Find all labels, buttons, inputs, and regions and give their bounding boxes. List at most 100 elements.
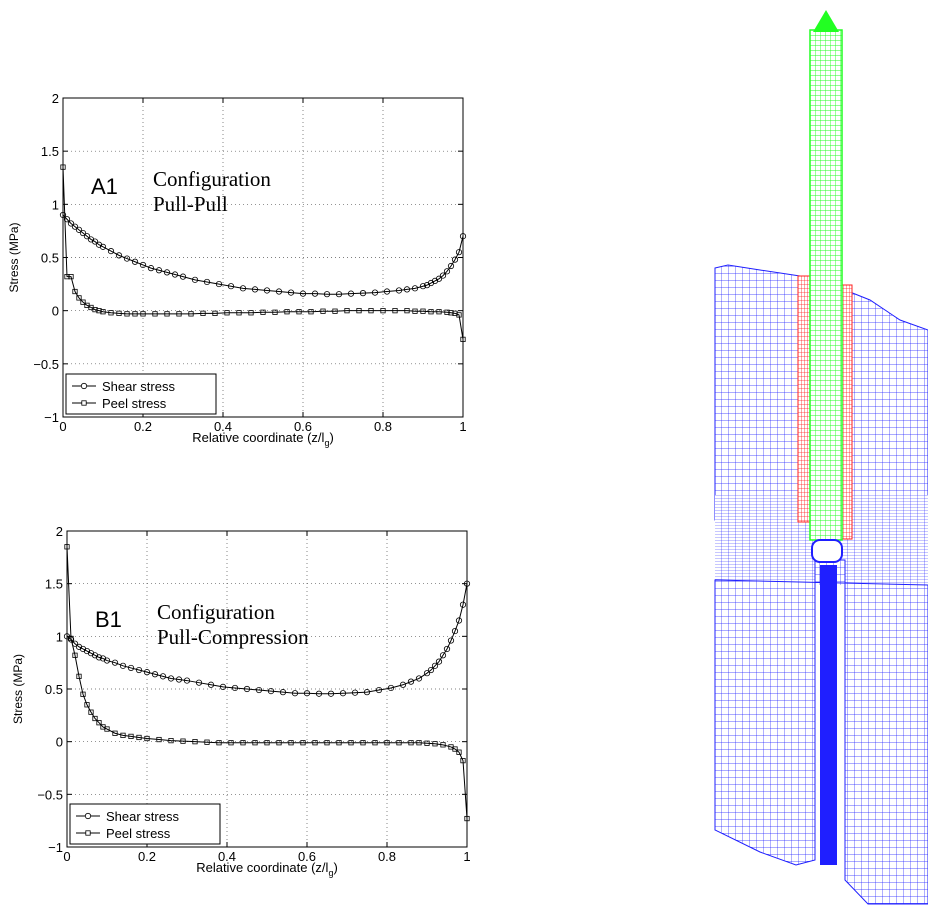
chart-b1-peel-stress-point xyxy=(240,740,246,746)
chart-b1-shear-stress-point xyxy=(443,645,451,653)
chart-b1-shear-stress-point xyxy=(119,662,127,669)
chart-b1-peel-stress-point xyxy=(180,738,186,744)
chart-a1-legend-shear-stress-marker xyxy=(80,382,88,390)
chart-b1-shear-stress-point xyxy=(143,669,151,676)
chart-a1-xlabel-main: Relative coordinate (z/l xyxy=(192,430,324,445)
chart-b1-shear-stress-point xyxy=(303,690,311,697)
chart-b1-peel-stress-point xyxy=(128,733,134,740)
chart-a1-ytick-label: −1 xyxy=(44,410,59,425)
chart-a1-peel-stress-point xyxy=(420,308,426,314)
chart-a1-peel-stress-point xyxy=(100,309,106,315)
chart-b1-shear-stress-point xyxy=(399,681,407,688)
chart-a1-shear-stress-point xyxy=(335,291,343,298)
chart-b1-peel-stress-point xyxy=(88,709,94,715)
chart-a1-shear-stress-point xyxy=(123,255,131,262)
chart-a1-annotation-line-2: Pull-Pull xyxy=(153,192,228,216)
chart-b1-shear-stress-point xyxy=(455,617,463,624)
chart-b1-shear-stress-point xyxy=(407,678,415,685)
chart-b1-legend-shear-stress-marker xyxy=(84,812,92,820)
chart-a1-peel-stress-line xyxy=(62,167,464,340)
chart-b1-shear-stress-point xyxy=(291,690,299,697)
chart-b1-series xyxy=(63,544,471,822)
chart-a1-peel-stress-point xyxy=(140,311,146,317)
chart-a1-shear-stress-point xyxy=(263,287,271,294)
chart-b1-peel-stress-point xyxy=(72,652,78,658)
chart-b1-shear-stress-point xyxy=(315,690,323,697)
chart-a1-series xyxy=(59,164,467,342)
chart-a1-shear-stress-point xyxy=(67,220,75,227)
chart-b1-xlabel: Relative coordinate (z/lg) xyxy=(196,860,338,878)
chart-b1-shear-stress-point xyxy=(219,683,227,690)
chart-a1-shear-stress-point xyxy=(395,287,403,294)
chart-a1-shear-stress-point xyxy=(251,286,259,293)
chart-a1-shear-stress-point xyxy=(239,285,247,292)
chart-b1-peel-stress-point xyxy=(64,544,70,550)
chart-b1-peel-stress-point xyxy=(104,726,110,732)
chart-b1-ytick-label: 1 xyxy=(56,629,63,644)
chart-b1-peel-stress-point xyxy=(84,702,90,708)
chart-a1-peel-stress-point xyxy=(368,308,374,314)
chart-b1-shear-stress-point xyxy=(459,601,467,608)
chart-b1-annotation-line-2: Pull-Compression xyxy=(157,625,309,649)
chart-b1-shear-stress-point xyxy=(435,658,443,665)
chart-a1-shear-stress-point xyxy=(455,249,463,256)
chart-a1-peel-stress-point xyxy=(64,274,70,280)
chart-a1-peel-stress-point xyxy=(248,310,254,316)
chart-b1-peel-stress-point xyxy=(120,732,126,738)
chart-a1-peel-stress-point xyxy=(308,309,314,315)
chart-b1-shear-stress-point xyxy=(439,652,447,659)
chart-b1-shear-stress-point xyxy=(279,689,287,696)
chart-b1-shear-stress-point xyxy=(327,690,335,697)
chart-b1-peel-stress-point xyxy=(348,740,354,746)
chart-a1-shear-stress-point xyxy=(191,276,199,283)
chart-a1-ytick-label: 0.5 xyxy=(41,251,59,266)
chart-b1-peel-stress-point xyxy=(440,742,446,748)
chart-a1-shear-stress-point xyxy=(383,288,391,295)
chart-b1-legend-shear-stress-label: Shear stress xyxy=(106,809,179,824)
mesh-hole-shaft xyxy=(820,565,837,865)
chart-a1-legend-box xyxy=(65,373,217,415)
chart-b1-shear-stress-point xyxy=(183,677,191,684)
chart-b1-xtick-label: 1 xyxy=(463,849,470,864)
chart-a1-peel-stress-point xyxy=(356,308,362,314)
chart-a1-peel-stress-point xyxy=(436,309,442,315)
chart-a1-peel-stress-point xyxy=(76,295,82,301)
chart-b1-peel-stress-point xyxy=(228,740,234,746)
chart-b1-shear-stress-point xyxy=(167,675,175,682)
chart-b1-ytick-label: −0.5 xyxy=(37,787,63,802)
chart-b1-peel-stress-point xyxy=(144,735,150,742)
chart-a1-peel-stress-point xyxy=(456,312,462,318)
chart-b1-ylabel: Stress (MPa) xyxy=(11,654,25,724)
chart-b1-shear-stress-point xyxy=(243,685,251,693)
chart-a1-grid xyxy=(63,98,463,417)
chart-a1-shear-stress-point xyxy=(139,261,147,269)
chart-b1-legend-box xyxy=(69,803,221,845)
chart-a1-shear-stress-point xyxy=(131,258,139,265)
chart-a1-shear-stress-point xyxy=(83,233,91,240)
chart-b1-ytick-label: −1 xyxy=(48,840,63,855)
chart-b1-legend-peel-stress-label: Peel stress xyxy=(106,826,171,841)
chart-a1-peel-stress-point xyxy=(460,336,466,342)
chart-a1-peel-stress-point xyxy=(92,307,98,313)
chart-a1-ytick-label: 1 xyxy=(52,197,59,212)
chart-b1-ytick-label: 2 xyxy=(56,524,63,539)
chart-a1-xtick-label: 0.6 xyxy=(294,419,312,434)
chart-a1-ytick-label: 1.5 xyxy=(41,144,59,159)
chart-a1-peel-stress-point xyxy=(236,310,242,316)
chart-a1-shear-stress-point xyxy=(323,291,331,298)
chart-a1-peel-stress-point xyxy=(60,164,66,170)
chart-a1-panel-label: A1 xyxy=(91,174,118,199)
arrow-up-icon xyxy=(813,10,839,32)
chart-b1-shear-stress-point xyxy=(95,654,103,661)
chart-a1-shear-stress-point xyxy=(299,290,307,297)
chart-a1-peel-stress-point xyxy=(176,311,182,317)
chart-b1-ytick-label: 0.5 xyxy=(45,682,63,697)
chart-b1-peel-stress-point xyxy=(396,740,402,746)
chart-a1-shear-stress-point xyxy=(163,269,171,276)
chart-b1-shear-stress-point xyxy=(255,686,263,694)
chart-b1-shear-stress-point xyxy=(375,686,383,694)
chart-b1-panel-label: B1 xyxy=(95,607,122,632)
chart-b1-peel-stress-point xyxy=(112,730,118,736)
chart-b1-shear-stress-point xyxy=(423,670,431,677)
chart-a1-shear-stress-point xyxy=(419,283,427,290)
